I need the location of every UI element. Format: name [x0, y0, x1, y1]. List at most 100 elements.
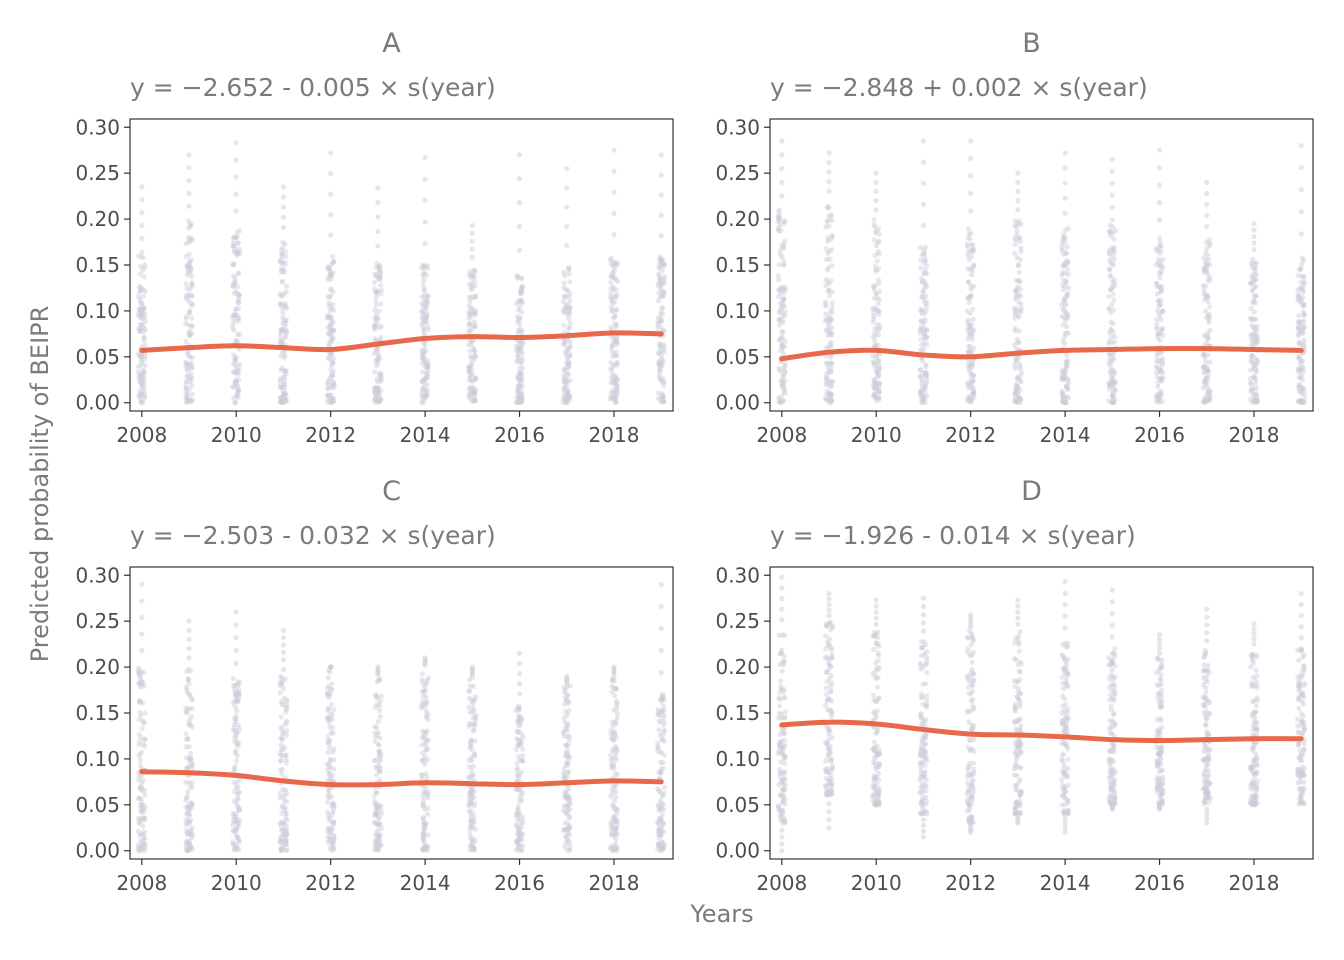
data-point [233, 311, 239, 317]
data-point [330, 270, 336, 276]
data-point [658, 355, 665, 361]
data-point [516, 247, 523, 253]
data-point [1107, 352, 1113, 358]
data-point [1015, 198, 1021, 204]
data-point [971, 788, 977, 794]
data-point [423, 298, 429, 304]
data-point [280, 224, 287, 230]
data-point [659, 793, 665, 799]
data-point [327, 270, 333, 276]
data-point [566, 265, 572, 271]
data-point [327, 293, 333, 299]
data-point [186, 692, 192, 698]
data-point [421, 270, 427, 276]
data-point [422, 655, 428, 661]
data-point [328, 764, 334, 771]
data-point [234, 233, 240, 240]
data-point [378, 323, 384, 330]
data-point [419, 315, 425, 321]
data-point [328, 331, 335, 337]
data-point [328, 150, 334, 156]
data-point [283, 396, 289, 402]
panel-subtitle: y = −2.848 + 0.002 × s(year) [770, 73, 1148, 102]
data-point [326, 315, 332, 321]
data-point [140, 310, 146, 316]
data-point [919, 307, 926, 313]
data-point [186, 293, 192, 299]
data-point [282, 368, 288, 375]
data-point [472, 392, 478, 399]
data-point [419, 355, 425, 361]
data-point [331, 382, 337, 388]
data-point [968, 371, 975, 377]
data-point [277, 834, 283, 840]
data-point [561, 293, 567, 299]
data-point [277, 300, 283, 306]
data-point [611, 264, 617, 271]
data-point [472, 310, 478, 316]
data-point [425, 358, 431, 364]
data-point [377, 274, 383, 281]
data-point [374, 316, 380, 322]
data-point [377, 398, 383, 404]
data-point [420, 377, 426, 383]
data-point [183, 744, 189, 750]
data-point [422, 383, 428, 389]
data-point [611, 232, 617, 238]
data-point [968, 829, 974, 836]
data-point [188, 365, 194, 372]
data-point [873, 306, 879, 312]
data-point [329, 358, 335, 364]
data-point [230, 700, 236, 706]
data-point [235, 300, 241, 306]
data-point [922, 267, 928, 273]
data-point [467, 385, 473, 392]
data-point [971, 766, 977, 772]
data-point [283, 398, 289, 404]
data-point [373, 399, 379, 405]
data-point [139, 311, 145, 317]
data-point [778, 739, 784, 745]
data-point [824, 792, 831, 798]
data-point [183, 399, 190, 405]
data-point [967, 709, 973, 715]
data-point [472, 312, 479, 318]
data-point [1204, 212, 1210, 218]
data-point [283, 847, 290, 854]
data-point [1205, 330, 1211, 336]
data-point [377, 355, 383, 362]
data-point [612, 729, 618, 735]
data-point [780, 820, 787, 826]
data-point [1251, 233, 1257, 240]
data-point [823, 685, 829, 691]
data-point [873, 198, 879, 204]
data-point [967, 331, 973, 337]
data-point [327, 326, 333, 332]
data-point [520, 365, 526, 371]
data-point [230, 683, 236, 689]
data-point [230, 675, 236, 682]
data-point [329, 372, 335, 378]
data-point [473, 387, 479, 393]
data-point [423, 263, 429, 269]
data-point [419, 742, 425, 748]
data-point [424, 296, 430, 302]
data-point [329, 318, 336, 324]
data-point [232, 400, 238, 406]
data-point [137, 325, 144, 331]
data-point [828, 369, 834, 375]
data-point [922, 396, 928, 402]
data-point [611, 189, 617, 196]
data-point [1013, 286, 1020, 292]
data-point [871, 692, 877, 698]
data-point [658, 718, 664, 725]
data-point [186, 263, 192, 269]
data-point [283, 333, 289, 340]
data-point [278, 399, 284, 405]
data-point [966, 295, 972, 301]
data-point [328, 333, 334, 339]
data-point [232, 235, 238, 241]
data-point [422, 197, 428, 204]
data-point [136, 376, 142, 382]
data-point [968, 380, 974, 386]
